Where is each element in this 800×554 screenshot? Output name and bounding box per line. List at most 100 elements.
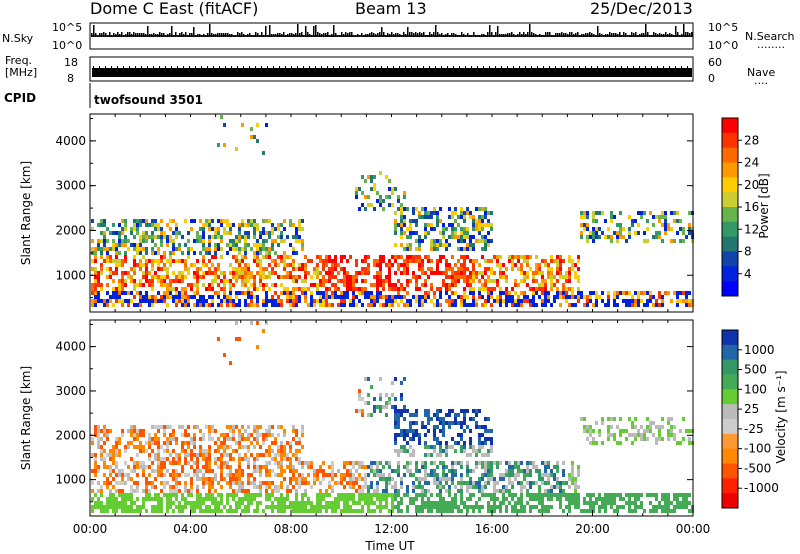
data-cell bbox=[550, 489, 553, 493]
data-cell bbox=[364, 497, 367, 501]
data-cell bbox=[460, 247, 463, 251]
data-cell bbox=[352, 299, 355, 303]
data-cell bbox=[448, 299, 451, 303]
data-cell bbox=[508, 299, 511, 303]
data-cell bbox=[391, 477, 394, 481]
data-cell bbox=[556, 295, 559, 299]
data-cell bbox=[550, 283, 553, 287]
data-cell bbox=[205, 505, 208, 509]
data-cell bbox=[556, 465, 559, 469]
data-cell bbox=[94, 461, 97, 465]
data-cell bbox=[145, 231, 148, 235]
data-cell bbox=[481, 219, 484, 223]
data-cell bbox=[658, 505, 661, 509]
data-cell bbox=[136, 263, 139, 267]
data-cell bbox=[586, 429, 589, 433]
data-cell bbox=[118, 473, 121, 477]
data-cell bbox=[271, 267, 274, 271]
data-cell bbox=[151, 485, 154, 489]
data-cell bbox=[262, 437, 265, 441]
data-cell bbox=[457, 239, 460, 243]
data-cell bbox=[370, 469, 373, 473]
data-cell bbox=[169, 291, 172, 295]
data-cell bbox=[214, 243, 217, 247]
data-cell bbox=[391, 263, 394, 267]
data-cell bbox=[373, 299, 376, 303]
data-cell bbox=[169, 279, 172, 283]
data-cell bbox=[544, 287, 547, 291]
data-cell bbox=[139, 235, 142, 239]
data-cell bbox=[211, 303, 214, 307]
nsky-bar bbox=[91, 33, 93, 37]
data-cell bbox=[655, 441, 658, 445]
data-cell bbox=[133, 469, 136, 473]
data-cell bbox=[241, 267, 244, 271]
data-cell bbox=[358, 465, 361, 469]
data-cell bbox=[508, 465, 511, 469]
data-cell bbox=[463, 231, 466, 235]
data-cell bbox=[274, 283, 277, 287]
data-cell bbox=[124, 461, 127, 465]
data-cell bbox=[247, 303, 250, 307]
data-cell bbox=[493, 505, 496, 509]
data-cell bbox=[181, 299, 184, 303]
data-cell bbox=[403, 377, 406, 381]
data-cell bbox=[397, 255, 400, 259]
data-cell bbox=[253, 485, 256, 489]
data-cell bbox=[460, 263, 463, 267]
data-cell bbox=[124, 473, 127, 477]
data-cell bbox=[241, 219, 244, 223]
data-cell bbox=[391, 493, 394, 497]
data-cell bbox=[415, 461, 418, 465]
data-cell bbox=[208, 251, 211, 255]
data-cell bbox=[334, 255, 337, 259]
data-cell bbox=[349, 485, 352, 489]
data-cell bbox=[202, 497, 205, 501]
data-cell bbox=[487, 219, 490, 223]
data-cell bbox=[118, 287, 121, 291]
data-cell bbox=[247, 461, 250, 465]
data-cell bbox=[529, 485, 532, 489]
data-cell bbox=[280, 299, 283, 303]
data-cell bbox=[505, 489, 508, 493]
data-cell bbox=[361, 397, 364, 401]
data-cell bbox=[469, 505, 472, 509]
data-cell bbox=[427, 231, 430, 235]
data-cell bbox=[292, 263, 295, 267]
data-cell bbox=[430, 461, 433, 465]
data-cell bbox=[613, 509, 616, 513]
freq-tick bbox=[351, 66, 352, 68]
data-cell bbox=[427, 295, 430, 299]
data-cell bbox=[160, 461, 163, 465]
data-cell bbox=[511, 497, 514, 501]
data-cell bbox=[619, 417, 622, 421]
data-cell bbox=[442, 433, 445, 437]
data-cell bbox=[484, 417, 487, 421]
data-cell bbox=[661, 505, 664, 509]
data-cell bbox=[301, 243, 304, 247]
data-cell bbox=[406, 449, 409, 453]
data-cell bbox=[469, 485, 472, 489]
data-cell bbox=[181, 291, 184, 295]
data-cell bbox=[91, 239, 94, 243]
data-cell bbox=[265, 267, 268, 271]
data-cell bbox=[226, 251, 229, 255]
data-cell bbox=[307, 501, 310, 505]
data-cell bbox=[103, 505, 106, 509]
data-cell bbox=[112, 271, 115, 275]
data-cell bbox=[241, 235, 244, 239]
data-cell bbox=[502, 275, 505, 279]
data-cell bbox=[574, 493, 577, 497]
data-cell bbox=[448, 509, 451, 513]
data-cell bbox=[253, 223, 256, 227]
data-cell bbox=[292, 279, 295, 283]
data-cell bbox=[208, 259, 211, 263]
data-cell bbox=[370, 303, 373, 307]
data-cell bbox=[178, 473, 181, 477]
data-cell bbox=[583, 425, 586, 429]
data-cell bbox=[481, 303, 484, 307]
data-cell bbox=[241, 247, 244, 251]
data-cell bbox=[367, 377, 370, 381]
data-cell bbox=[385, 481, 388, 485]
data-cell bbox=[361, 175, 364, 179]
